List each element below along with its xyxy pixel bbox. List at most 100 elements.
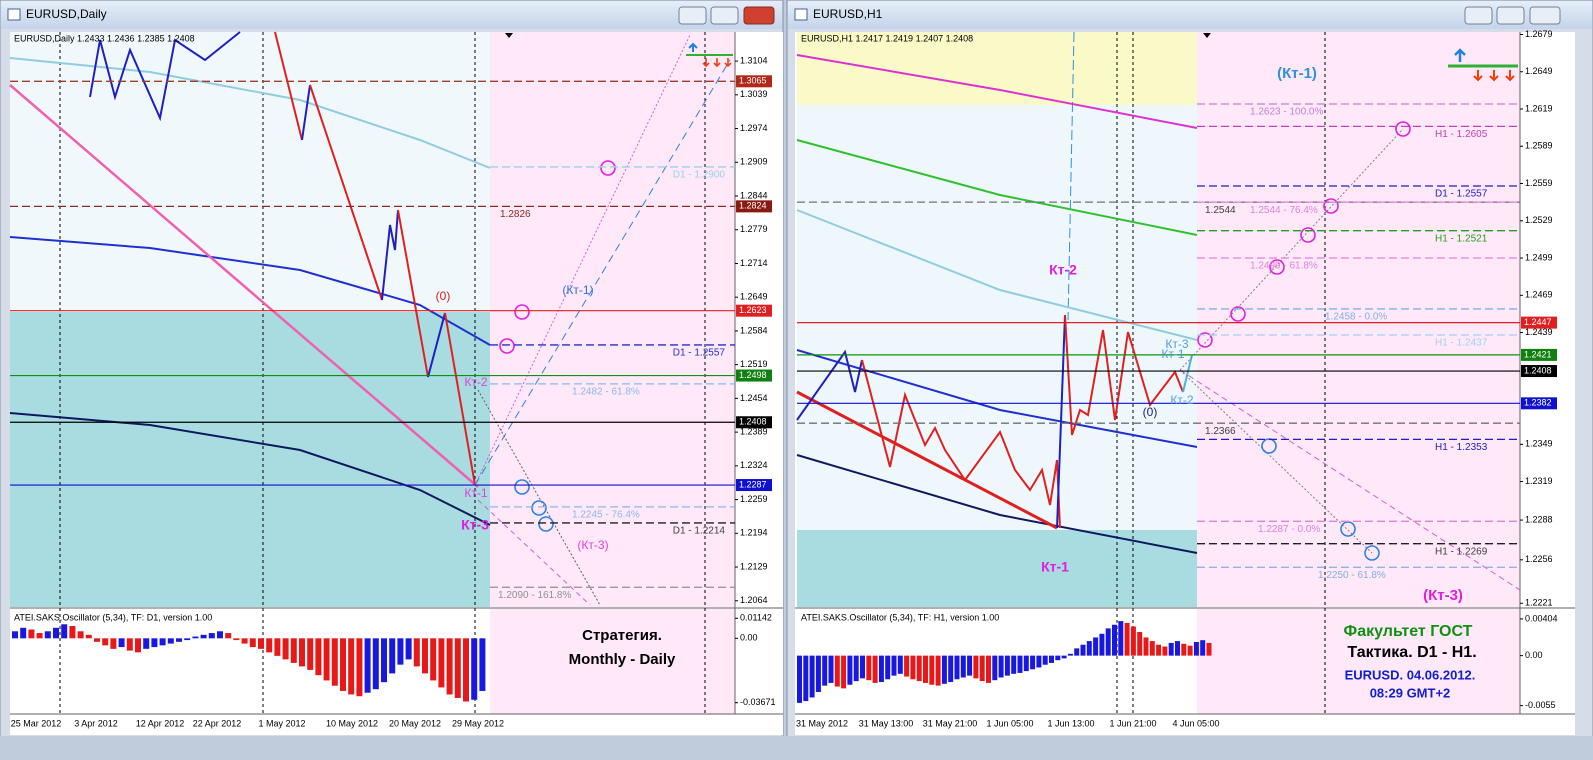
osc-bar xyxy=(1017,655,1023,673)
up-arrow xyxy=(688,42,698,52)
fib-line xyxy=(477,389,601,606)
osc-bar xyxy=(249,638,256,648)
y-tick-label: 1.2469 xyxy=(1525,290,1553,300)
y-tick-label: 1.2319 xyxy=(1525,476,1553,486)
osc-bar xyxy=(891,655,897,676)
price-line xyxy=(796,349,863,421)
y-tick-label: 1.2589 xyxy=(1525,141,1553,151)
circle xyxy=(1323,198,1339,214)
osc-bar xyxy=(364,638,371,693)
down-arrows xyxy=(1473,70,1515,82)
level-label: 1.2826 xyxy=(500,209,531,220)
fib-line xyxy=(474,34,691,486)
osc-bar xyxy=(69,626,76,639)
price-tag xyxy=(1521,348,1557,361)
osc-bar xyxy=(1187,645,1193,656)
osc-bar xyxy=(110,638,117,649)
circles xyxy=(499,160,616,532)
minimize-button[interactable] xyxy=(678,6,707,25)
y-tick-label: 1.2529 xyxy=(1525,215,1553,225)
osc-bar xyxy=(151,638,158,648)
zone xyxy=(1197,609,1520,714)
osc-bar xyxy=(967,655,973,676)
osc-bar xyxy=(258,638,264,649)
title-bar xyxy=(788,1,1592,29)
ma xyxy=(796,454,1198,554)
osc-bar xyxy=(834,655,840,687)
osc-bar xyxy=(960,655,966,678)
osc-bar xyxy=(935,655,941,686)
y-tick-label: 1.2844 xyxy=(740,190,768,200)
price-info: EURUSD,Daily 1.2433 1.2436 1.2385 1.2408 xyxy=(14,33,195,43)
osc-bar xyxy=(1004,655,1010,676)
y-tick-label: 1.2129 xyxy=(740,561,768,571)
price-tag xyxy=(736,369,772,382)
osc-bar xyxy=(192,636,199,639)
osc-bar xyxy=(929,655,935,685)
maximize-button[interactable] xyxy=(710,6,739,25)
osc-bar xyxy=(12,631,18,639)
level-label: H1 - 1.2353 xyxy=(1435,442,1488,453)
y-tick-label: 1.2649 xyxy=(1525,66,1553,76)
level-label: H1 - 1.2437 xyxy=(1435,338,1488,349)
osc-bar xyxy=(885,655,891,680)
y-tick-label: 1.2259 xyxy=(740,494,768,504)
fib-line xyxy=(1179,369,1373,554)
osc-bar xyxy=(841,655,847,689)
x-tick-label: 1 Jun 13:00 xyxy=(1047,718,1094,728)
osc-title: ATEI.SAKS.Oscillator (5,34), TF: D1, ver… xyxy=(14,612,212,622)
zone xyxy=(490,609,735,714)
osc-bar xyxy=(102,638,109,646)
price-tag xyxy=(1521,397,1557,410)
maximize-button[interactable] xyxy=(1496,6,1525,25)
fib-line xyxy=(1179,128,1404,371)
y-tick-label: 1.2649 xyxy=(740,292,768,302)
osc-bar xyxy=(20,627,27,639)
osc-bar xyxy=(1055,655,1061,661)
annotation: Кт-3 xyxy=(461,517,489,533)
channel-line xyxy=(474,59,731,486)
y-tick-label: 1.3039 xyxy=(740,89,768,99)
osc-bar xyxy=(815,655,821,692)
annotation: (0) xyxy=(1143,405,1158,419)
ma xyxy=(796,209,1198,341)
down-arrows xyxy=(702,58,732,68)
osc-bar xyxy=(77,631,84,639)
level-label: D1 - 1.2557 xyxy=(673,348,726,359)
osc-bar xyxy=(438,638,445,688)
osc-bar xyxy=(372,638,379,690)
osc-bar xyxy=(954,655,960,680)
minimize-button[interactable] xyxy=(1464,6,1493,25)
x-tick-label: 1 May 2012 xyxy=(258,718,305,728)
osc-bar xyxy=(389,638,396,674)
osc-bar xyxy=(1080,644,1086,656)
y-tick-label: 1.2256 xyxy=(1525,554,1553,564)
trendline xyxy=(796,390,1058,530)
price-tag-label: 1.2498 xyxy=(739,370,767,380)
osc-bar xyxy=(797,655,802,703)
osc-bar xyxy=(1175,641,1180,656)
y-tick-label: 1.2519 xyxy=(740,359,768,369)
ma xyxy=(796,54,1198,129)
osc-bar xyxy=(143,638,150,649)
level-label: 1.2499 - 61.8% xyxy=(1250,261,1318,272)
osc-bar xyxy=(1067,653,1073,656)
osc-bar xyxy=(430,638,437,681)
close-button[interactable] xyxy=(743,6,775,25)
osc-bar xyxy=(1143,637,1149,656)
osc-bar xyxy=(866,655,872,681)
x-tick-label: 10 May 2012 xyxy=(326,718,378,728)
y-tick-label: 1.2389 xyxy=(740,426,768,436)
price-tag xyxy=(736,479,772,492)
osc-bar xyxy=(397,638,404,665)
osc-bar xyxy=(986,655,991,683)
y-tick-label: 1.2324 xyxy=(740,460,768,470)
osc-bar xyxy=(897,655,903,674)
close-button[interactable] xyxy=(1529,6,1561,25)
zone xyxy=(10,312,490,607)
osc-bar xyxy=(916,655,922,682)
osc-bar xyxy=(860,655,865,679)
osc-bar xyxy=(1042,655,1048,665)
osc-bar xyxy=(1181,643,1187,656)
price-line xyxy=(427,312,446,378)
